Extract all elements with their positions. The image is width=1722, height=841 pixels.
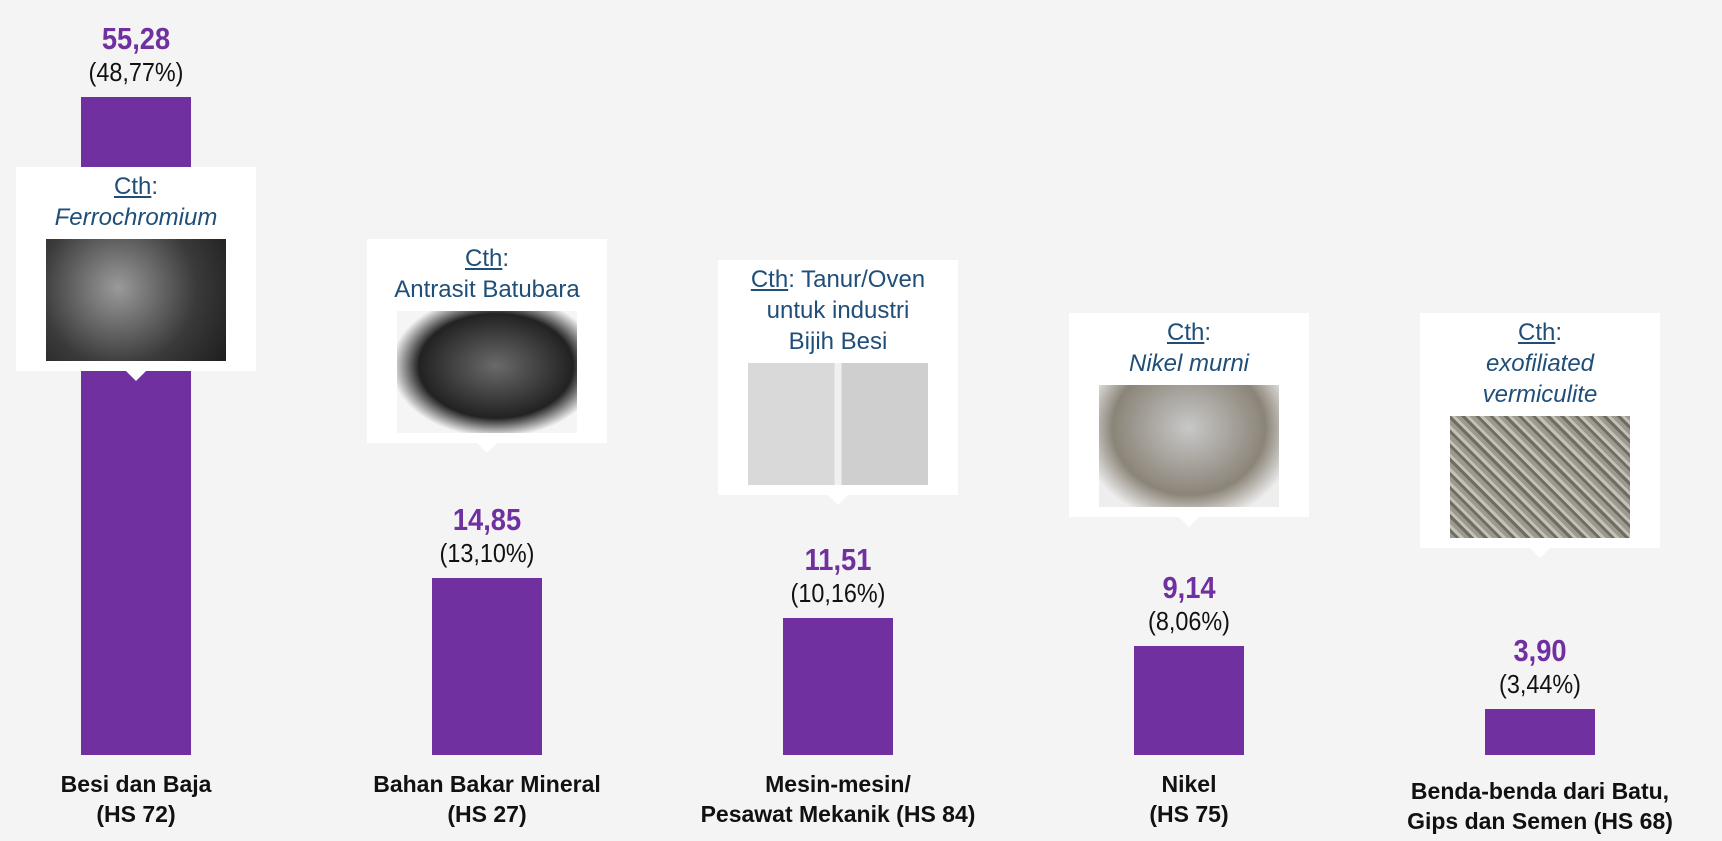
category-label: Besi dan Baja (HS 72) [0, 769, 306, 829]
callout-spacer [16, 361, 256, 371]
callout-tail [1530, 548, 1550, 558]
callout-spacer [367, 433, 607, 443]
callout: Cth:Antrasit Batubara [367, 239, 607, 443]
callout-lead: Cth [751, 266, 788, 293]
category-label: Mesin-mesin/ Pesawat Mekanik (HS 84) [668, 769, 1008, 829]
callout-after: : [1204, 319, 1211, 346]
callout-tail [126, 371, 146, 381]
value-label: 55,28 [30, 21, 241, 57]
value-label: 14,85 [381, 502, 592, 538]
callout-lead: Cth [114, 173, 151, 200]
value-label: 9,14 [1083, 570, 1294, 606]
callout-tail [477, 443, 497, 453]
callout-image [748, 363, 928, 485]
callout-text: untuk industri Bijih Besi [718, 295, 958, 357]
category-label: Benda-benda dari Batu, Gips dan Semen (H… [1370, 776, 1710, 836]
callout-image [46, 239, 226, 361]
chart: 55,28(48,77%)Besi dan Baja (HS 72)Cth:Fe… [0, 0, 1722, 841]
callout-tail [828, 495, 848, 505]
category-label: Bahan Bakar Mineral (HS 27) [317, 769, 657, 829]
bar [1485, 709, 1595, 755]
bar [783, 618, 893, 755]
category-label: Nikel (HS 75) [1019, 769, 1359, 829]
callout-head: Cth: [1069, 317, 1309, 348]
callout-text: Ferrochromium [16, 202, 256, 233]
callout-after: : [151, 173, 158, 200]
callout: Cth:Nikel murni [1069, 313, 1309, 517]
percent-label: (3,44%) [1432, 669, 1648, 700]
callout-image [397, 311, 577, 433]
value-label: 3,90 [1434, 633, 1645, 669]
callout-lead: Cth [1518, 319, 1555, 346]
callout-head: Cth: [16, 171, 256, 202]
callout-text: Antrasit Batubara [367, 274, 607, 305]
callout-after: : [502, 245, 509, 272]
callout-text: Nikel murni [1069, 348, 1309, 379]
callout-head: Cth: [1420, 317, 1660, 348]
callout-lead: Cth [465, 245, 502, 272]
callout: Cth:exofiliated vermiculite [1420, 313, 1660, 548]
bar [1134, 646, 1244, 755]
callout-spacer [1420, 538, 1660, 548]
percent-label: (13,10%) [379, 538, 595, 569]
callout-image [1450, 416, 1630, 538]
bar [432, 578, 542, 755]
callout: Cth:Ferrochromium [16, 167, 256, 371]
value-label: 11,51 [732, 542, 943, 578]
callout-spacer [1069, 507, 1309, 517]
callout-after: : Tanur/Oven [788, 266, 925, 293]
callout-image [1099, 385, 1279, 507]
callout-tail [1179, 517, 1199, 527]
percent-label: (48,77%) [28, 57, 244, 88]
callout-text: exofiliated vermiculite [1420, 348, 1660, 410]
callout-head: Cth: [367, 243, 607, 274]
callout-lead: Cth [1167, 319, 1204, 346]
percent-label: (10,16%) [730, 578, 946, 609]
callout-after: : [1555, 319, 1562, 346]
percent-label: (8,06%) [1081, 606, 1297, 637]
page: 55,28(48,77%)Besi dan Baja (HS 72)Cth:Fe… [0, 0, 1722, 841]
callout-spacer [718, 485, 958, 495]
callout-head: Cth: Tanur/Oven [718, 264, 958, 295]
